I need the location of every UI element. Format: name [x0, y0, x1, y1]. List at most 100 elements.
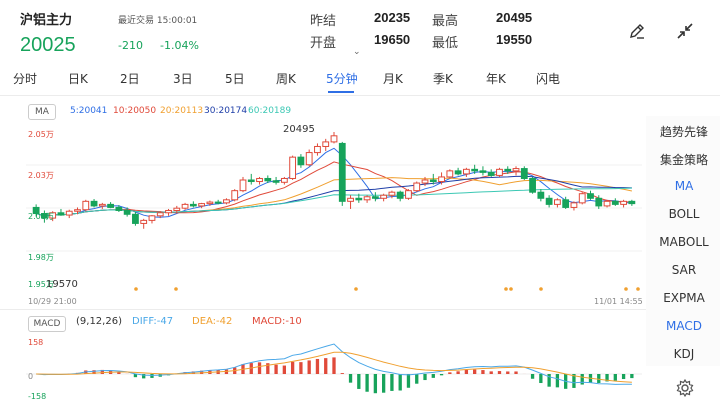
open-label: 开盘: [310, 36, 337, 51]
candle-body: [98, 203, 106, 207]
candle-body: [388, 191, 396, 196]
tab-quarter-k[interactable]: 季K: [433, 72, 453, 86]
candle-body: [239, 179, 247, 192]
candle-body: [57, 212, 65, 216]
collapse-arrows-icon[interactable]: [674, 20, 696, 42]
candle-body: [123, 209, 131, 215]
tab-year-k[interactable]: 年K: [486, 72, 506, 86]
indicator-sidebar: [646, 116, 720, 366]
candle-body: [74, 209, 81, 212]
sidebar-item-sar[interactable]: SAR: [671, 263, 697, 277]
period-tabs: 分时 日K 2日 3日 5日 周K 5分钟 月K 季K 年K 闪电: [0, 66, 620, 94]
ma20-label: 20:20113: [160, 106, 204, 116]
low-value: 19550: [496, 32, 533, 47]
candle-body: [256, 177, 263, 183]
macd-diff-label: DIFF:-47: [132, 316, 174, 327]
sidebar-item-kdj[interactable]: KDJ: [673, 347, 695, 361]
candle-body: [314, 145, 321, 154]
candle-body: [297, 156, 305, 166]
sidebar-item-maboll[interactable]: MABOLL: [659, 235, 709, 249]
event-marker: [636, 287, 640, 291]
event-marker: [539, 287, 543, 291]
last-price: 20025: [20, 34, 76, 56]
sidebar-item-trend[interactable]: 趋势先锋: [659, 125, 708, 139]
sidebar-item-ma[interactable]: MA: [674, 179, 694, 193]
tab-2-day[interactable]: 2日: [120, 72, 140, 86]
candle-body: [132, 213, 139, 224]
candle-body: [231, 190, 239, 201]
candle-body: [264, 177, 272, 182]
candle-body: [90, 200, 98, 207]
event-marker: [354, 287, 358, 291]
ma10-label: 10:20050: [113, 106, 157, 116]
candle-body: [628, 200, 636, 205]
candle-body: [479, 170, 487, 173]
candle-body: [446, 170, 454, 178]
trade-status: 最近交易 15:00:01: [118, 16, 198, 26]
event-marker: [134, 287, 138, 291]
macd-dea-label: DEA:-42: [192, 316, 233, 327]
ma5-label: 5:20041: [70, 106, 108, 116]
event-marker: [504, 287, 508, 291]
tab-day-k[interactable]: 日K: [68, 72, 88, 86]
macd-chart[interactable]: [26, 336, 642, 400]
tab-flash[interactable]: 闪电: [536, 72, 561, 86]
prev-settle-label: 昨结: [310, 14, 337, 29]
candle-body: [173, 207, 181, 211]
candle-body: [32, 206, 40, 215]
tab-3-day[interactable]: 3日: [173, 72, 193, 86]
candle-body: [620, 200, 627, 205]
tab-week-k[interactable]: 周K: [276, 72, 296, 86]
open-value: 19650: [374, 32, 411, 47]
candle-body: [65, 210, 73, 216]
candle-body: [140, 219, 148, 224]
candle-body: [223, 199, 230, 204]
gear-icon[interactable]: [675, 378, 695, 398]
high-label: 最高: [432, 14, 459, 29]
chevron-down-icon[interactable]: ⌄: [353, 47, 361, 57]
tab-5-day[interactable]: 5日: [225, 72, 245, 86]
candle-body: [587, 193, 594, 199]
tab-fenshi[interactable]: 分时: [13, 72, 38, 86]
sidebar-item-expma[interactable]: EXPMA: [663, 291, 705, 305]
candle-body: [570, 202, 578, 208]
time-axis-end: 11/01 14:55: [594, 297, 643, 306]
candle-body: [305, 152, 313, 166]
chart-divider: [0, 309, 720, 310]
candle-body: [421, 179, 429, 184]
candle-body: [214, 201, 222, 204]
price-change: -210: [118, 39, 143, 52]
sidebar-item-strategy[interactable]: 集金策略: [659, 153, 708, 167]
event-marker: [624, 287, 628, 291]
candle-body: [595, 197, 603, 207]
candlestick-chart[interactable]: [26, 122, 642, 294]
sidebar-item-macd[interactable]: MACD: [666, 319, 702, 333]
tab-5-min[interactable]: 5分钟: [326, 72, 358, 86]
macd-dea-line: [36, 351, 632, 383]
macd-axis-bottom: -158: [28, 392, 47, 401]
candle-body: [181, 203, 189, 209]
macd-params: (9,12,26): [76, 316, 122, 327]
candle-body: [405, 190, 412, 199]
candle-body: [578, 193, 586, 204]
macd-axis-top: 158: [28, 338, 44, 347]
macd-indicator-badge[interactable]: MACD: [28, 316, 66, 332]
high-value: 20495: [496, 10, 533, 25]
ma-indicator-badge[interactable]: MA: [28, 104, 56, 120]
time-axis-start: 10/29 21:00: [28, 297, 77, 306]
candle-body: [82, 200, 90, 211]
tab-month-k[interactable]: 月K: [383, 72, 403, 86]
low-label: 最低: [432, 36, 459, 51]
pen-icon[interactable]: [626, 20, 648, 42]
candle-body: [355, 197, 363, 201]
candle-body: [496, 168, 503, 176]
candle-body: [454, 170, 462, 175]
candle-body: [487, 171, 495, 176]
tabs-divider: [0, 95, 720, 96]
candle-body: [520, 168, 528, 179]
candle-body: [338, 142, 346, 202]
candle-body: [603, 200, 611, 207]
candle-body: [611, 200, 619, 205]
sidebar-item-boll[interactable]: BOLL: [668, 207, 700, 221]
candle-body: [347, 197, 354, 202]
